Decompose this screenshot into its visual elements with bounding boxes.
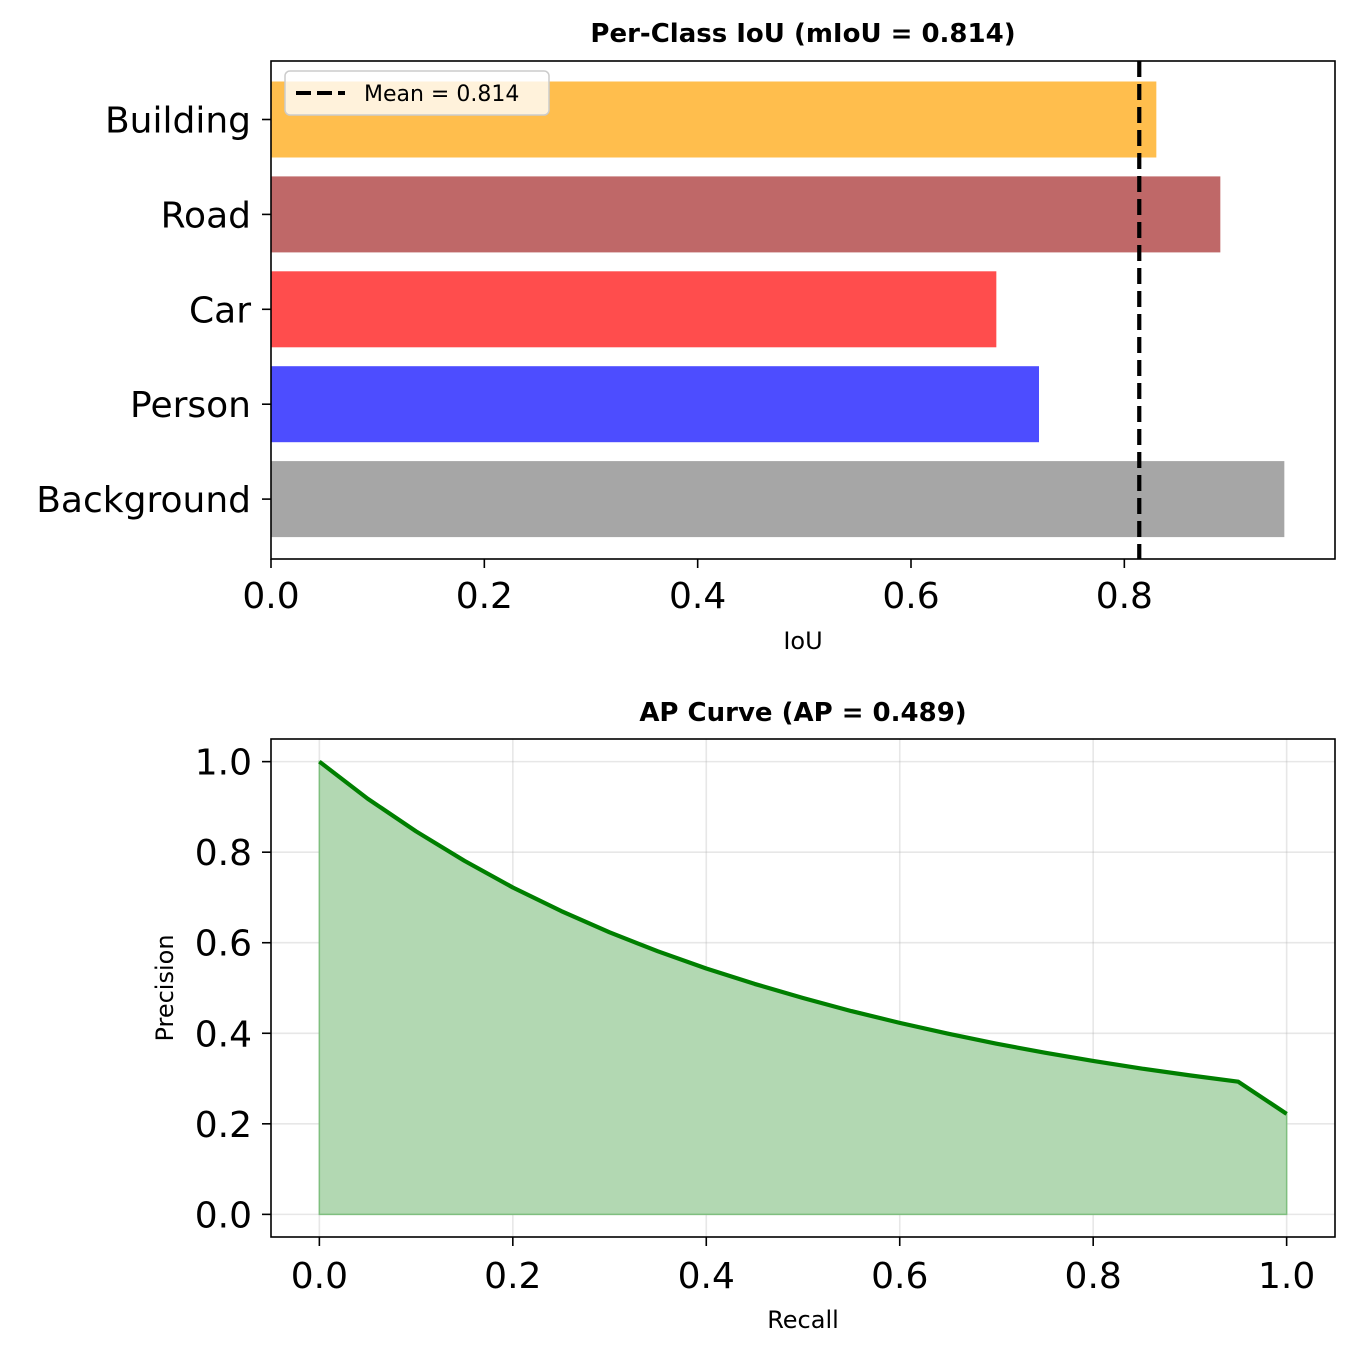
x-tick-label: 0.6: [882, 576, 939, 617]
legend-box: [284, 70, 550, 116]
y-tick-label: 0.6: [195, 924, 252, 965]
y-tick-label: Road: [161, 195, 251, 236]
y-tick-label: 0.8: [195, 833, 252, 874]
iou-bar-chart: Per-Class IoU (mIoU = 0.814) Building Roa…: [36, 19, 1336, 655]
ap-plot-frame: [270, 738, 1336, 1238]
ap-precision-recall-line: [318, 759, 1288, 1116]
x-tick-label: 0.2: [484, 1256, 541, 1297]
x-tick-label: 1.0: [1258, 1256, 1315, 1297]
ap-y-ticks: 0.0 0.2 0.4 0.6 0.8 1.0: [195, 743, 271, 1236]
iou-bars: [271, 81, 1285, 538]
x-tick-label: 0.0: [242, 576, 299, 617]
x-tick-label: 0.2: [456, 576, 513, 617]
iou-x-ticks: 0.0 0.2 0.4 0.6 0.8: [242, 559, 1153, 617]
bar-person: [271, 366, 1039, 443]
iou-x-axis-label: IoU: [783, 627, 822, 655]
ap-x-ticks: 0.0 0.2 0.4 0.6 0.8 1.0: [291, 1237, 1315, 1297]
bar-road: [271, 176, 1221, 253]
y-tick-label: Background: [36, 480, 251, 521]
y-tick-label: 1.0: [195, 743, 252, 784]
y-tick-label: Car: [189, 290, 251, 331]
y-tick-label: 0.0: [195, 1195, 252, 1236]
x-tick-label: 0.8: [1096, 576, 1153, 617]
iou-chart-title: Per-Class IoU (mIoU = 0.814): [590, 19, 1015, 49]
ap-y-axis-label: Precision: [151, 934, 179, 1041]
y-tick-label: 0.4: [195, 1014, 252, 1055]
y-tick-label: Building: [105, 101, 251, 142]
ap-chart-title: AP Curve (AP = 0.489): [639, 698, 966, 728]
x-tick-label: 0.4: [678, 1256, 735, 1297]
bar-car: [271, 271, 997, 348]
ap-x-axis-label: Recall: [767, 1306, 839, 1334]
x-tick-label: 0.4: [669, 576, 726, 617]
iou-legend[interactable]: Mean = 0.814: [284, 70, 550, 116]
x-tick-label: 0.8: [1065, 1256, 1122, 1297]
x-tick-label: 0.0: [291, 1256, 348, 1297]
iou-y-ticks: Building Road Car Person Background: [36, 101, 271, 521]
bar-background: [271, 461, 1285, 538]
ap-curve-chart: AP Curve (AP = 0.489) 0.0 0.2 0.4 0.6 0.8 1.0…: [151, 698, 1336, 1334]
legend-mean-label: Mean = 0.814: [364, 82, 519, 107]
y-tick-label: 0.2: [195, 1105, 252, 1146]
x-tick-label: 0.6: [871, 1256, 928, 1297]
y-tick-label: Person: [130, 385, 251, 426]
